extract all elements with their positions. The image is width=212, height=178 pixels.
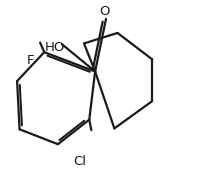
Text: HO: HO	[45, 41, 65, 54]
Text: F: F	[26, 54, 34, 67]
Text: Cl: Cl	[73, 155, 86, 168]
Text: O: O	[100, 4, 110, 17]
